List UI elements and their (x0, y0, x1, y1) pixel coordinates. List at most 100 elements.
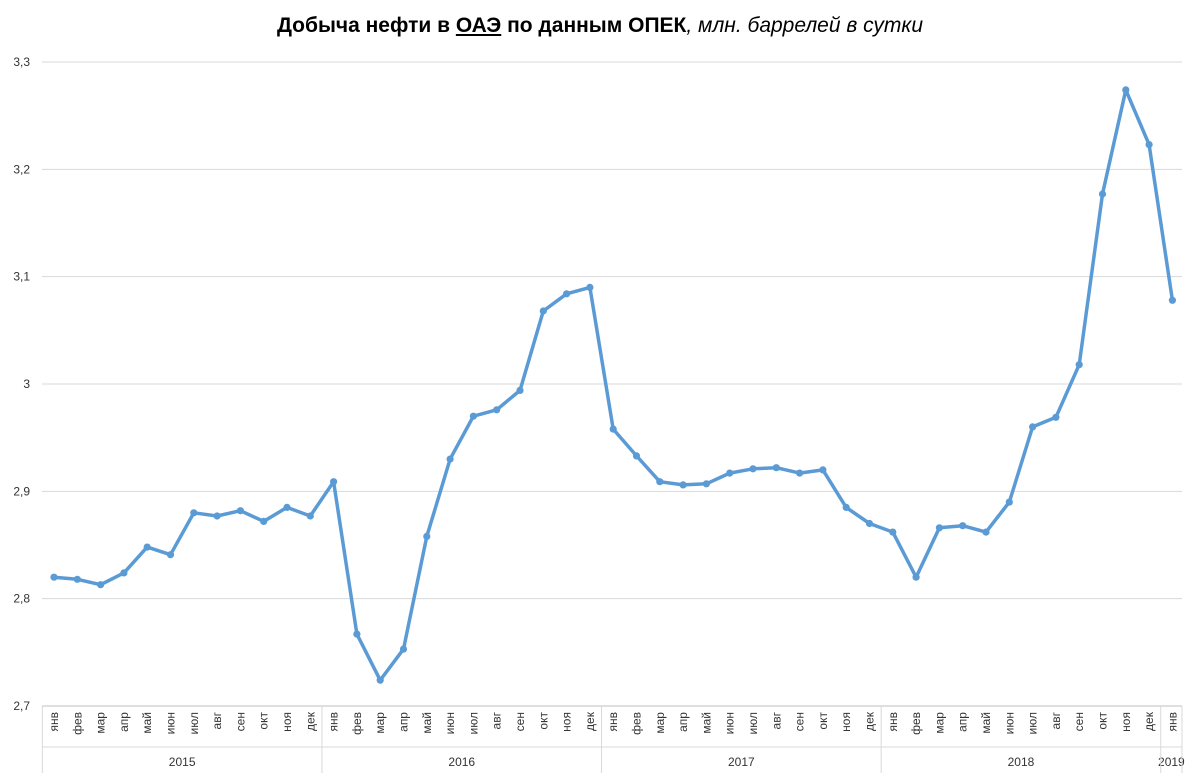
data-point (306, 512, 314, 520)
x-tick-year-label: 2019 (1158, 755, 1185, 769)
data-point (1122, 86, 1130, 94)
data-point (1075, 361, 1083, 369)
x-tick-month-label: июн (443, 712, 457, 734)
data-point (819, 466, 827, 474)
data-point (1145, 141, 1153, 149)
x-tick-month-label: мар (932, 712, 946, 734)
data-point (120, 569, 128, 577)
data-point (376, 676, 384, 684)
y-tick-label: 3,3 (13, 55, 30, 69)
data-point (772, 464, 780, 472)
x-tick-year-label: 2015 (169, 755, 196, 769)
x-tick-month-label: янв (1165, 712, 1179, 732)
x-tick-month-label: май (420, 712, 434, 734)
series-line (52, 88, 1175, 682)
data-point (796, 469, 804, 477)
data-point (399, 645, 408, 653)
title-part-4: , млн. баррелей в сутки (686, 14, 924, 37)
y-tick-label: 2,8 (13, 592, 30, 606)
data-point (50, 573, 58, 581)
y-tick-label: 3,1 (13, 270, 30, 284)
x-tick-month-label: ноя (1119, 712, 1133, 732)
title-part-2: ОАЭ (455, 14, 502, 37)
y-tick-label: 3 (23, 377, 30, 391)
x-tick-month-label: фев (350, 712, 364, 735)
x-tick-month-label: ноя (560, 712, 574, 732)
data-point (1029, 423, 1037, 431)
data-point (516, 386, 524, 394)
data-point (842, 503, 850, 511)
data-point (353, 630, 361, 638)
x-tick-month-label: янв (606, 712, 620, 732)
x-tick-month-label: май (699, 712, 713, 734)
x-tick-month-label: окт (536, 712, 550, 730)
x-tick-month-label: июн (1002, 712, 1016, 734)
x-tick-month-label: сен (1072, 712, 1086, 731)
x-tick-month-label: фев (70, 712, 84, 735)
x-tick-month-label: авг (769, 711, 783, 729)
data-point (656, 478, 664, 486)
x-tick-month-label: апр (676, 712, 690, 732)
series-oil-production (50, 86, 1176, 684)
x-axis: янв фев мар апр май июн июл авг сен окт ноя дек2015… (41, 705, 1185, 773)
x-tick-month-label: июл (746, 712, 760, 734)
data-point (73, 575, 81, 583)
x-tick-month-label: дек (863, 711, 877, 731)
x-tick-month-label: июл (1026, 712, 1040, 734)
x-tick-month-label: дек (303, 711, 317, 731)
data-point (959, 522, 967, 530)
y-tick-label: 2,9 (13, 484, 30, 498)
data-point (97, 581, 105, 589)
data-point (749, 465, 757, 473)
gridlines (42, 61, 1182, 707)
data-point (1098, 190, 1107, 198)
data-point (586, 283, 594, 291)
data-point (166, 551, 175, 559)
x-tick-month-label: авг (1049, 711, 1063, 729)
x-tick-month-label: фев (909, 712, 923, 735)
x-tick-month-label: ноя (839, 712, 853, 732)
x-tick-month-label: сен (513, 712, 527, 731)
chart-title: Добыча нефти в ОАЭ по данным ОПЕК, млн. … (0, 14, 1200, 38)
x-tick-month-label: апр (397, 712, 411, 732)
x-tick-month-label: фев (630, 712, 644, 735)
data-point (702, 480, 711, 488)
x-tick-month-label: ноя (280, 712, 294, 732)
x-tick-month-label: июн (723, 712, 737, 734)
data-point (143, 543, 151, 551)
data-point (726, 469, 734, 477)
x-tick-month-label: окт (1096, 712, 1110, 730)
x-tick-month-label: авг (210, 711, 224, 729)
x-tick-month-label: дек (583, 711, 597, 731)
data-point (539, 307, 547, 315)
data-point (935, 524, 944, 532)
x-tick-month-label: май (979, 712, 993, 734)
y-tick-label: 3,2 (13, 162, 30, 176)
x-tick-year-label: 2016 (448, 755, 475, 769)
x-tick-year-label: 2017 (728, 755, 755, 769)
data-point (469, 412, 477, 420)
data-point (213, 512, 221, 520)
data-point (865, 519, 874, 528)
data-point (609, 425, 617, 433)
data-point (982, 528, 990, 536)
x-tick-month-label: сен (793, 712, 807, 731)
x-tick-month-label: янв (886, 712, 900, 732)
title-part-1: Добыча нефти в (276, 14, 456, 37)
x-tick-month-label: сен (233, 712, 247, 731)
data-point (632, 452, 641, 460)
x-tick-month-label: янв (47, 712, 61, 732)
x-tick-month-label: июн (164, 712, 178, 734)
data-point (190, 509, 198, 517)
x-tick-month-label: окт (257, 712, 271, 730)
x-tick-month-label: мар (94, 712, 108, 734)
data-point (889, 528, 897, 536)
x-tick-month-label: окт (816, 712, 830, 730)
data-point (446, 455, 454, 463)
data-point (563, 290, 571, 298)
data-point (330, 478, 338, 486)
data-point (283, 503, 291, 511)
x-tick-month-label: авг (490, 711, 504, 729)
data-point (1052, 413, 1060, 421)
